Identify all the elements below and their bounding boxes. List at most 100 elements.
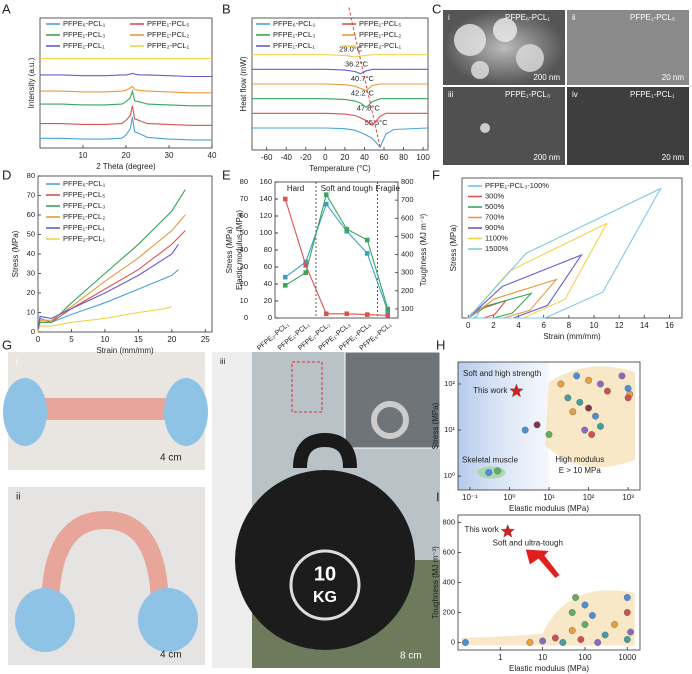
- peak-label: 42.2°C: [351, 89, 375, 98]
- plot-frame: [37, 175, 213, 333]
- tem-image: [567, 87, 689, 165]
- tem-index: iii: [448, 90, 454, 99]
- tem-sample: PFPE₁-PCL₅: [630, 13, 675, 22]
- data-point: [564, 394, 572, 402]
- legend-label: 500%: [485, 202, 505, 211]
- scale-bar: 20 nm: [662, 73, 685, 82]
- data-point: [303, 263, 309, 268]
- tem-index: ii: [572, 13, 576, 22]
- series-line: [284, 202, 389, 312]
- series-line: [466, 299, 508, 319]
- legend-label: 1500%: [485, 244, 509, 253]
- panel-label: F: [432, 167, 440, 182]
- x-tick-label: 10⁰: [503, 493, 515, 502]
- x-tick-label: 100: [416, 153, 430, 162]
- data-point: [526, 639, 534, 646]
- data-point: [545, 431, 553, 438]
- photo-index: ii: [16, 492, 20, 503]
- data-point: [597, 423, 604, 430]
- star-point: [509, 383, 524, 398]
- annotation: High modulus: [555, 455, 604, 464]
- data-point: [539, 637, 547, 645]
- tem-sample: PFPE₁-PCL₁: [630, 90, 675, 99]
- data-point: [557, 380, 565, 388]
- data-point: [576, 398, 584, 406]
- series-line: [252, 68, 428, 75]
- y-tick-label: 70: [27, 190, 35, 199]
- legend-label: PFPE₁-PCL₃: [273, 30, 315, 39]
- data-point: [385, 306, 391, 312]
- y-tick-label: 60: [264, 262, 272, 271]
- tem-panel: C i PFPE₆-PCL₁ 200 nm ii PFPE₁-PCL₅ 20 n…: [432, 1, 689, 165]
- x-tick-label: 0: [36, 335, 41, 344]
- x-tick-label: 20: [122, 151, 131, 160]
- legend-label: PFPE₁-PCL₅: [147, 19, 189, 28]
- x-tick-label: 10¹: [543, 493, 555, 502]
- legend-label: PFPE₁-PCL₅: [359, 19, 401, 28]
- data-point: [364, 251, 370, 256]
- series-line: [37, 214, 186, 333]
- peak-label: 36.2°C: [345, 59, 369, 68]
- y-tick-label: 0: [244, 313, 248, 322]
- y-axis-label: Toughness (MJ m⁻³): [431, 546, 440, 619]
- series-line: [37, 189, 186, 333]
- data-point: [282, 283, 288, 288]
- y-tick-label: 40: [264, 279, 272, 288]
- y-tick-label: 0: [451, 637, 455, 646]
- legend-label: PFPE₁-PCL₁: [63, 223, 105, 232]
- legend-label: PFPE₁-PCL₃: [63, 30, 105, 39]
- y-tick-label: 30: [27, 268, 35, 277]
- series-line: [37, 269, 179, 333]
- x-tick-label: 14: [640, 321, 649, 330]
- tem-sample: PFPE₆-PCL₁: [505, 13, 550, 22]
- panel-label: H: [436, 337, 445, 352]
- x-tick-label: 8: [567, 321, 572, 330]
- series-line: [284, 198, 388, 316]
- legend-label: PFPE₆-PCL₁: [273, 19, 316, 28]
- region-label: Fragile: [376, 184, 401, 193]
- y-tick-label: 800: [442, 517, 455, 526]
- data-point: [521, 426, 529, 434]
- annotation: This work: [465, 525, 500, 534]
- x-tick-label: 40: [360, 153, 369, 162]
- particle: [480, 123, 490, 133]
- x-tick-label: -20: [300, 153, 312, 162]
- panel-label: A: [2, 1, 11, 16]
- y-tick-label: 20: [264, 296, 272, 305]
- y-tick-label: 20: [27, 288, 35, 297]
- legend-label: PFPE₁-PCL₁: [63, 41, 105, 50]
- region-label: Soft and tough: [321, 184, 373, 193]
- glove: [138, 588, 198, 652]
- x-tick-label: 25: [201, 335, 210, 344]
- kettlebell-handle: [293, 432, 357, 469]
- peak-label: 29.0°C: [339, 45, 363, 54]
- data-point: [485, 469, 493, 476]
- legend-label: PFPE₆-PCL₁: [63, 179, 106, 188]
- trend-arrow: [525, 549, 560, 578]
- series-line: [252, 112, 428, 126]
- y-tick-label: 600: [442, 547, 455, 556]
- series-line: [40, 117, 212, 141]
- data-point: [385, 313, 391, 318]
- particle: [516, 44, 544, 72]
- x-tick-label: 1000: [618, 653, 636, 662]
- y-tick-label: 800: [401, 177, 414, 186]
- data-point: [573, 372, 581, 380]
- legend-label: 1100%: [485, 233, 508, 242]
- x-tick-label: 30: [165, 151, 174, 160]
- sample-film: [30, 398, 180, 420]
- series-line: [40, 89, 212, 107]
- x-axis-label: Strain (mm/mm): [543, 332, 601, 341]
- data-point: [569, 408, 577, 416]
- peak-label: 40.7°C: [351, 74, 375, 83]
- x-tick-label: 10: [79, 151, 88, 160]
- tem-index: iv: [572, 90, 578, 99]
- series-line: [40, 105, 212, 126]
- x-tick-label: 10³: [622, 493, 634, 502]
- sample-film: [41, 510, 169, 611]
- series-line: [40, 85, 212, 94]
- annotation: Skeletal muscle: [462, 456, 519, 465]
- panel-label: C: [432, 1, 441, 16]
- inset: [344, 351, 441, 449]
- particle: [493, 18, 517, 42]
